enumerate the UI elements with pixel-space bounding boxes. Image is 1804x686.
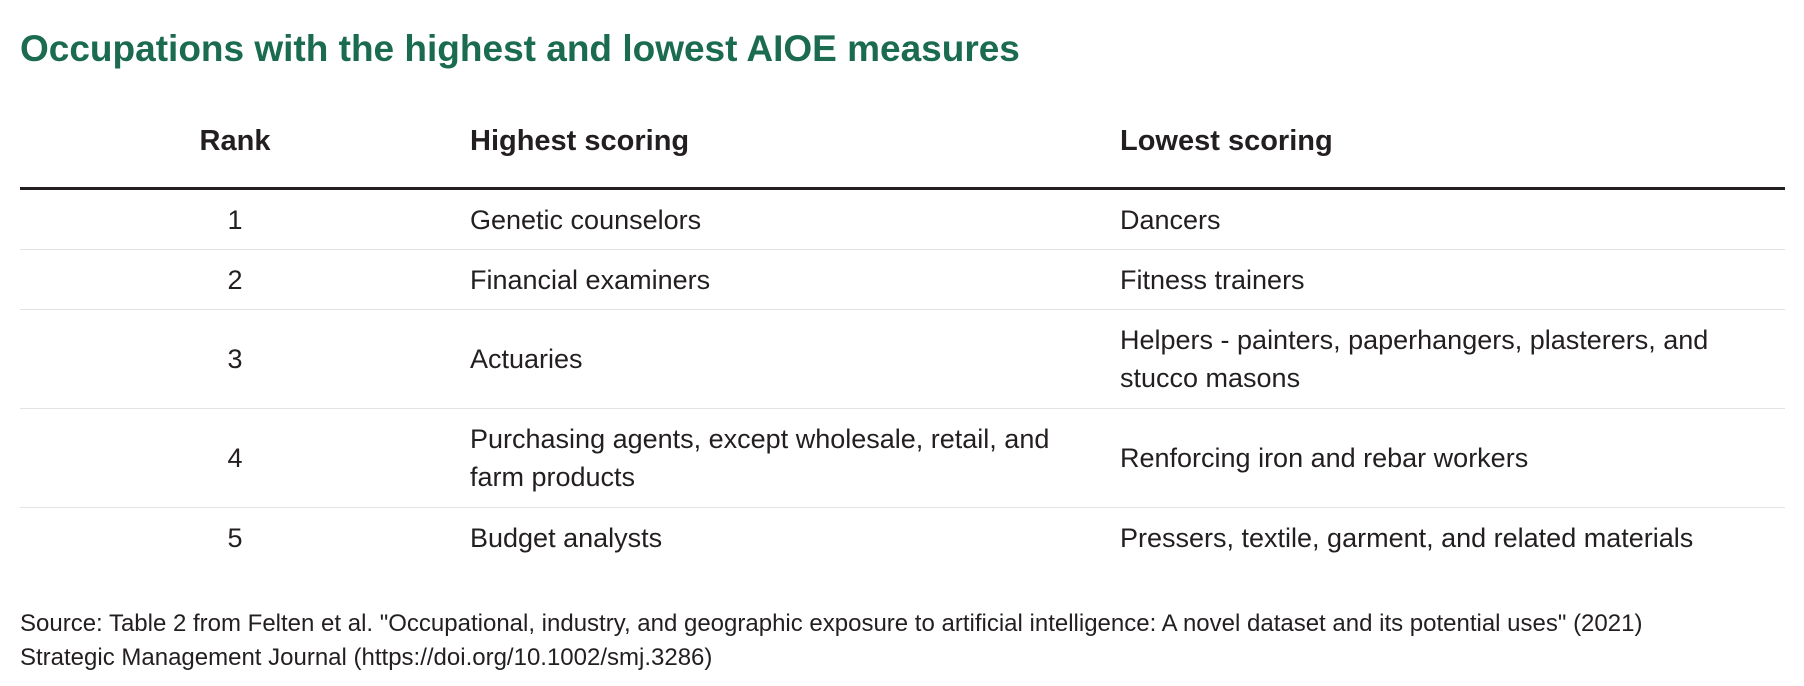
rank-cell: 5 [227,522,243,553]
lowest-scoring-cell: Helpers - painters, paperhangers, plaste… [1090,309,1785,409]
highest-scoring-cell: Purchasing agents, except wholesale, ret… [450,408,1090,508]
page-title: Occupations with the highest and lowest … [20,28,1020,69]
highest-scoring-cell: Actuaries [450,309,1090,409]
header-row: Rank Highest scoring Lowest scoring [20,125,1785,190]
highest-scoring-cell: Financial examiners [450,249,1090,310]
table-header: Rank Highest scoring Lowest scoring [20,125,1785,190]
lowest-scoring-cell: Fitness trainers [1090,249,1785,310]
table-row: 3 Actuaries Helpers - painters, paperhan… [20,309,1785,409]
table-row: 4 Purchasing agents, except wholesale, r… [20,408,1785,508]
lowest-scoring-cell: Dancers [1090,188,1785,250]
source-line-1: Source: Table 2 from Felten et al. "Occu… [20,610,1643,637]
rank-cell: 2 [20,249,450,310]
table-row: 2 Financial examiners Fitness trainers [20,249,1785,310]
table-row: 1 Genetic counselors Dancers [20,188,1785,250]
source-line-2: Strategic Management Journal (https://do… [20,644,713,671]
lowest-scoring-cell: Renforcing iron and rebar workers [1090,408,1785,508]
header-rank: Rank [20,125,450,190]
header-lowest-scoring: Lowest scoring [1090,125,1785,190]
table-row: 5 Budget analysts Pressers, textile, gar… [20,508,1785,568]
highest-scoring-cell: Genetic counselors [450,188,1090,250]
table-body: 1 Genetic counselors Dancers 2 Financial… [20,188,1785,568]
occupations-table: Rank Highest scoring Lowest scoring 1 Ge… [20,125,1785,567]
rank-cell: 3 [20,309,450,409]
highest-scoring-cell: Budget analysts [470,522,663,553]
rank-cell: 4 [20,408,450,508]
rank-cell: 1 [20,188,450,250]
lowest-scoring-cell: Pressers, textile, garment, and related … [1120,522,1694,553]
source-note: Source: Table 2 from Felten et al. "Occu… [20,607,1784,675]
header-highest-scoring: Highest scoring [450,125,1090,190]
